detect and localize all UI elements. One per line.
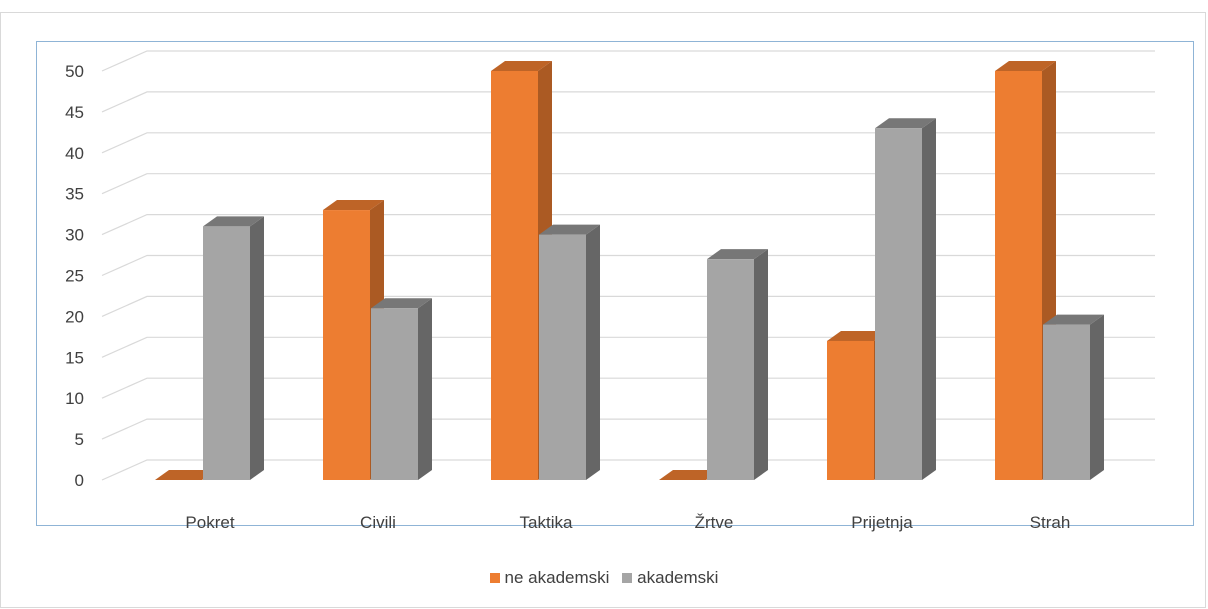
y-tick-label: 40 xyxy=(65,144,84,163)
bar-akademski-5 xyxy=(1043,314,1104,480)
bar-front xyxy=(1043,324,1090,480)
bar-top xyxy=(659,470,720,480)
x-axis-category-labels: Pokret Civili Taktika Žrtve Prijetnja Strah xyxy=(185,513,1070,532)
bar-akademski-4 xyxy=(875,118,936,480)
x-category-label: Civili xyxy=(360,513,396,532)
gridline xyxy=(101,91,1155,113)
bar-front xyxy=(491,71,538,480)
y-tick-label: 45 xyxy=(65,103,84,122)
gridlines xyxy=(101,50,1155,481)
x-category-label: Strah xyxy=(1030,513,1071,532)
legend-label-ne-akademski: ne akademski xyxy=(504,568,610,587)
bar-front xyxy=(323,210,370,480)
y-tick-label: 10 xyxy=(65,389,84,408)
bar-top xyxy=(539,224,600,235)
chart-area xyxy=(0,12,1206,608)
bar-akademski-3 xyxy=(707,249,768,480)
bar-top xyxy=(1043,314,1104,325)
bar-akademski-1 xyxy=(371,298,432,480)
bar-top xyxy=(827,330,888,341)
y-tick-label: 0 xyxy=(75,471,84,490)
bar-top xyxy=(155,470,216,480)
legend-swatch-akademski xyxy=(622,573,633,583)
x-category-label: Prijetnja xyxy=(851,513,913,532)
bar-top xyxy=(995,61,1056,71)
bar-akademski-2 xyxy=(539,224,600,480)
bar-side xyxy=(250,216,264,481)
gridline xyxy=(101,50,1155,72)
bar-front xyxy=(539,234,586,480)
bar-side xyxy=(586,224,600,480)
bar-side xyxy=(922,118,936,480)
y-tick-label: 50 xyxy=(65,62,84,81)
y-tick-label: 30 xyxy=(65,226,84,245)
bar-top xyxy=(707,249,768,260)
y-tick-label: 5 xyxy=(75,430,84,449)
y-axis-tick-labels: 0 5 10 15 20 25 30 35 40 45 50 xyxy=(65,62,84,490)
bar-top xyxy=(203,216,264,227)
legend: ne akademski akademski xyxy=(0,568,1208,588)
bar-side xyxy=(754,249,768,480)
gridline xyxy=(101,418,1155,440)
bar-top xyxy=(875,118,936,129)
bar-top xyxy=(371,298,432,309)
x-category-label: Žrtve xyxy=(695,513,734,532)
legend-swatch-ne-akademski xyxy=(489,573,500,583)
y-tick-label: 35 xyxy=(65,185,84,204)
x-category-label: Pokret xyxy=(185,513,234,532)
gridline xyxy=(101,254,1155,277)
gridline xyxy=(101,214,1155,236)
gridline xyxy=(101,377,1155,399)
y-tick-label: 20 xyxy=(65,307,84,326)
x-category-label: Taktika xyxy=(520,513,573,532)
plot-area-border xyxy=(36,41,1194,526)
legend-label-akademski: akademski xyxy=(637,568,719,587)
bar-front xyxy=(203,226,250,480)
gridline xyxy=(101,459,1155,481)
bar-akademski-0 xyxy=(203,216,264,481)
legend-item-akademski: akademski xyxy=(622,568,718,588)
bar-side xyxy=(418,298,432,480)
bar-ne-akademski-0 xyxy=(155,470,216,480)
bar-front xyxy=(875,128,922,480)
bar-ne-akademski-3 xyxy=(659,470,720,480)
y-tick-label: 15 xyxy=(65,348,84,367)
bar-top xyxy=(323,200,384,211)
legend-item-ne-akademski: ne akademski xyxy=(489,568,610,588)
y-tick-label: 25 xyxy=(65,267,84,286)
bar-front xyxy=(371,308,418,480)
bars xyxy=(155,61,1104,481)
bar-front xyxy=(827,340,874,480)
bar-side xyxy=(1090,314,1104,480)
bar-top xyxy=(491,61,552,71)
gridline xyxy=(101,336,1155,358)
gridline xyxy=(101,173,1155,195)
bar-front xyxy=(707,259,754,480)
bar-front xyxy=(995,71,1042,480)
gridline xyxy=(101,132,1155,154)
gridline xyxy=(101,295,1155,317)
